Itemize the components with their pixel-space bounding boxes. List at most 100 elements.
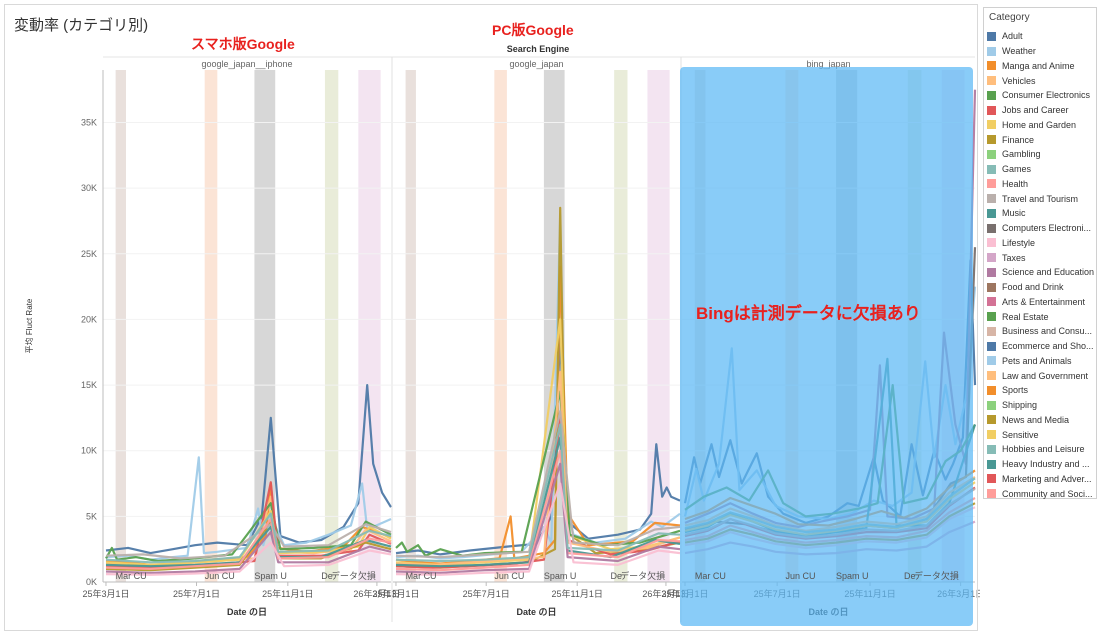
series-line-health [395, 449, 681, 572]
legend-label: Computers Electroni... [1002, 223, 1092, 234]
band-label: データ欠損 [331, 570, 376, 581]
legend-swatch [987, 208, 996, 218]
legend-label: Home and Garden [1002, 119, 1077, 130]
series-line-adult [105, 384, 392, 555]
legend-item[interactable]: Sports [984, 383, 1096, 398]
legend-label: Arts & Entertainment [1002, 296, 1086, 307]
legend-swatch [987, 179, 996, 189]
legend-swatch [987, 282, 996, 292]
band-label: Spam U [836, 571, 869, 581]
legend-item[interactable]: Arts & Entertainment [984, 295, 1096, 310]
legend-item[interactable]: Vehicles [984, 73, 1096, 88]
legend-swatch [987, 341, 996, 351]
legend-item[interactable]: Computers Electroni... [984, 221, 1096, 236]
x-tick-label: 26年3月1日 [353, 588, 400, 599]
legend-item[interactable]: Consumer Electronics [984, 88, 1096, 103]
chart-area: Search Engine google_japan__iphone 25年3月1日… [4, 4, 984, 631]
legend-label: Pets and Animals [1002, 355, 1072, 366]
band-label: Jun CU [205, 571, 235, 581]
legend-item[interactable]: Games [984, 162, 1096, 177]
series-line-music [105, 525, 392, 568]
band-label: Spam U [254, 571, 287, 581]
series-line-lifestyle [395, 482, 681, 576]
legend-label: Games [1002, 164, 1032, 175]
legend-item[interactable]: Pets and Animals [984, 354, 1096, 369]
legend-item[interactable]: Finance [984, 132, 1096, 147]
annotation-smartphone: スマホ版Google [191, 36, 295, 52]
legend-item[interactable]: Real Estate [984, 309, 1096, 324]
legend-item[interactable]: Health [984, 177, 1096, 192]
legend-swatch [987, 164, 996, 174]
band-label: データ欠損 [914, 570, 959, 581]
legend-item[interactable]: Home and Garden [984, 118, 1096, 133]
legend-item[interactable]: Food and Drink [984, 280, 1096, 295]
legend-item[interactable]: News and Media [984, 413, 1096, 428]
x-axis-title: Date の日 [227, 607, 267, 617]
legend-label: Health [1002, 178, 1029, 189]
legend-item[interactable]: Travel and Tourism [984, 191, 1096, 206]
band-label: De [904, 571, 916, 581]
legend-item[interactable]: Adult [984, 29, 1096, 44]
legend-item[interactable]: Business and Consu... [984, 324, 1096, 339]
band-label: Mar CU [695, 571, 726, 581]
legend-swatch [987, 312, 996, 322]
legend-item[interactable]: Marketing and Adver... [984, 472, 1096, 487]
legend-item[interactable]: Taxes [984, 250, 1096, 265]
legend-swatch [987, 400, 996, 410]
legend-title: Category [989, 12, 1030, 23]
legend-label: News and Media [1002, 414, 1070, 425]
legend-item[interactable]: Community and Soci... [984, 486, 1096, 501]
update-band [614, 70, 628, 582]
y-tick-label: 20K [81, 314, 97, 324]
y-axis-title: 平均 Fluct Rate [24, 298, 34, 353]
legend-item[interactable]: Ecommerce and Sho... [984, 339, 1096, 354]
band-label: De [321, 571, 333, 581]
legend-panel[interactable]: Category Adult Weather Manga and Anime Vehi… [983, 7, 1097, 499]
legend-item[interactable]: Law and Government [984, 368, 1096, 383]
x-tick-label: 25年3月1日 [372, 588, 419, 599]
y-tick-label: 15K [81, 380, 97, 390]
legend-label: Weather [1002, 46, 1036, 57]
x-tick-label: 26年3月1日 [642, 588, 689, 599]
band-label: データ欠損 [620, 570, 665, 581]
legend-label: Lifestyle [1002, 237, 1036, 248]
bing-highlight-overlay [680, 67, 973, 626]
band-label: Jun CU [494, 571, 524, 581]
x-tick-label: 25年7月1日 [463, 588, 510, 599]
band-label: Mar CU [116, 571, 147, 581]
legend-label: Sports [1002, 385, 1029, 396]
legend-swatch [987, 135, 996, 145]
chart-svg: Search Engine google_japan__iphone 25年3月1日… [24, 22, 984, 626]
legend-label: Consumer Electronics [1002, 90, 1091, 101]
series-line-lifestyle [105, 541, 392, 576]
legend-item[interactable]: Shipping [984, 398, 1096, 413]
legend-item[interactable]: Weather [984, 44, 1096, 59]
legend-list: Adult Weather Manga and Anime Vehicles Consu… [984, 29, 1096, 501]
legend-label: Community and Soci... [1002, 488, 1093, 499]
legend-item[interactable]: Gambling [984, 147, 1096, 162]
x-tick-label: 25年3月1日 [82, 588, 129, 599]
legend-label: Adult [1002, 31, 1023, 42]
facet-label-google_japan: google_japan [509, 59, 563, 69]
legend-item[interactable]: Music [984, 206, 1096, 221]
legend-swatch [987, 444, 996, 454]
x-tick-label: 25年11月1日 [262, 588, 313, 599]
legend-item[interactable]: Sensitive [984, 427, 1096, 442]
legend-label: Sensitive [1002, 429, 1039, 440]
legend-label: Music [1002, 208, 1026, 219]
facet-label-bing_japan: bing_japan [806, 59, 850, 69]
legend-label: Gambling [1002, 149, 1041, 160]
y-tick-label: 0K [86, 577, 97, 587]
legend-item[interactable]: Lifestyle [984, 236, 1096, 251]
legend-swatch [987, 326, 996, 336]
legend-swatch [987, 415, 996, 425]
annotation-bing: Bingは計測データに欠損あり [696, 303, 921, 323]
legend-item[interactable]: Manga and Anime [984, 59, 1096, 74]
legend-swatch [987, 253, 996, 263]
legend-item[interactable]: Jobs and Career [984, 103, 1096, 118]
legend-label: Real Estate [1002, 311, 1049, 322]
legend-item[interactable]: Heavy Industry and ... [984, 457, 1096, 472]
legend-item[interactable]: Science and Education [984, 265, 1096, 280]
legend-item[interactable]: Hobbies and Leisure [984, 442, 1096, 457]
facet-label-google_japan__iphone: google_japan__iphone [201, 59, 292, 69]
